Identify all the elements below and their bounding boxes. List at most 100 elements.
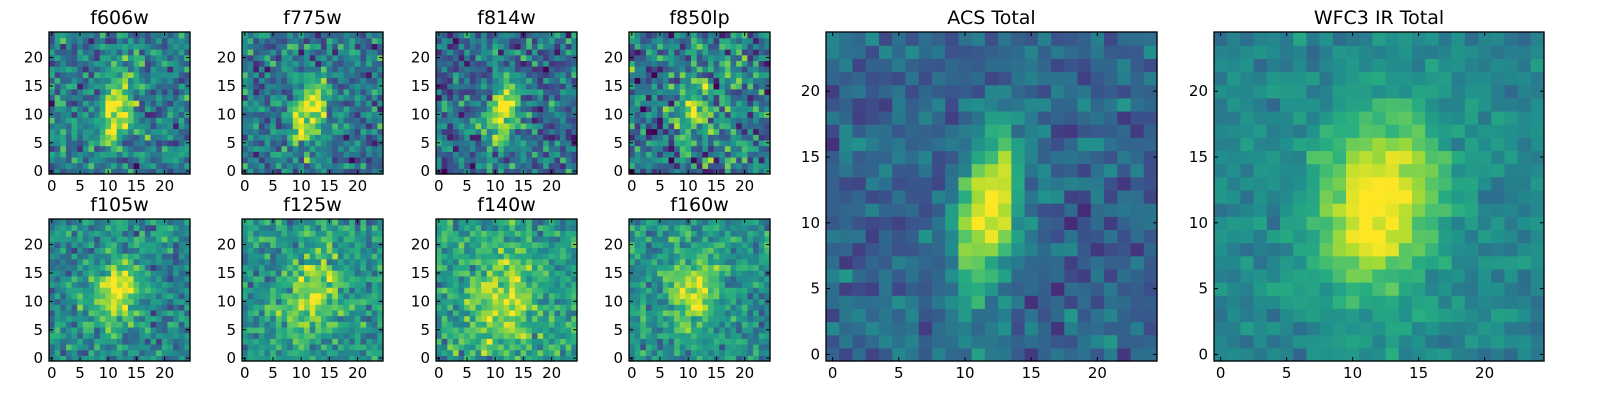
heatmap-cell: [702, 66, 709, 73]
heatmap-cell: [116, 326, 123, 334]
heatmap-cell: [629, 321, 636, 328]
heatmap-cell: [332, 230, 339, 237]
heatmap-cell: [184, 156, 191, 164]
heatmap-cell: [758, 145, 765, 152]
heatmap-cell: [645, 54, 653, 61]
heatmap-cell: [526, 71, 533, 79]
heatmap-cell: [309, 49, 316, 56]
heatmap-cell: [287, 49, 294, 56]
heatmap-cell: [447, 37, 454, 44]
heatmap-cell: [111, 298, 118, 305]
heatmap-cell: [326, 94, 333, 101]
heatmap-cell: [548, 60, 556, 67]
heatmap-cell: [242, 88, 249, 96]
heatmap-cell: [741, 156, 749, 164]
heatmap-cell: [668, 287, 675, 294]
heatmap-cell: [99, 321, 106, 328]
heatmap-cell: [77, 224, 84, 231]
heatmap-cell: [565, 77, 572, 84]
heatmap-cell: [629, 88, 636, 96]
heatmap-cell: [554, 71, 561, 79]
heatmap-cell: [758, 287, 765, 294]
heatmap-cell: [645, 37, 653, 44]
heatmap-cell: [139, 332, 146, 339]
heatmap-cell: [304, 88, 311, 96]
heatmap-cell: [337, 88, 345, 96]
heatmap-cell: [441, 224, 448, 231]
heatmap-cell: [514, 83, 522, 90]
heatmap-cell: [458, 219, 465, 226]
heatmap-cell: [264, 338, 271, 345]
heatmap-cell: [167, 122, 174, 130]
heatmap-cell: [270, 128, 277, 135]
heatmap-cell: [320, 162, 328, 169]
heatmap-cell: [94, 315, 101, 322]
heatmap-cell: [651, 168, 658, 175]
heatmap-cell: [167, 253, 174, 260]
heatmap-cell: [640, 32, 647, 39]
heatmap-cell: [99, 258, 106, 266]
heatmap-cell: [486, 343, 493, 351]
heatmap-cell: [144, 236, 152, 243]
heatmap-cell: [441, 128, 448, 135]
heatmap-cell: [377, 162, 384, 169]
heatmap-cell: [337, 83, 345, 90]
heatmap-cell: [184, 343, 191, 351]
heatmap-cell: [173, 224, 180, 231]
heatmap-cell: [287, 321, 294, 328]
heatmap-cell: [270, 139, 277, 147]
heatmap-cell: [486, 247, 493, 254]
heatmap-cell: [679, 71, 686, 79]
heatmap-cell: [184, 287, 191, 294]
heatmap-cell: [498, 151, 505, 158]
heatmap-cell: [441, 122, 448, 130]
heatmap-cell: [543, 32, 550, 39]
heatmap-cell: [486, 100, 493, 107]
heatmap-cell: [116, 275, 123, 283]
heatmap-cell: [60, 100, 67, 107]
heatmap-cell: [753, 66, 760, 73]
heatmap-cell: [486, 32, 493, 39]
heatmap-cell: [298, 117, 305, 124]
heatmap-cell: [173, 326, 180, 334]
heatmap-cell: [326, 236, 333, 243]
heatmap-cell: [94, 349, 101, 356]
heatmap-cell: [253, 37, 260, 44]
heatmap-cell: [77, 349, 84, 356]
heatmap-cell: [486, 264, 493, 271]
heatmap-cell: [377, 236, 384, 243]
heatmap-cell: [629, 60, 636, 67]
heatmap-cell: [674, 315, 681, 322]
heatmap-cell: [264, 105, 271, 113]
heatmap-cell: [640, 122, 647, 130]
heatmap-cell: [537, 111, 544, 118]
heatmap-cell: [94, 162, 101, 169]
heatmap-cell: [349, 230, 356, 237]
heatmap-cell: [696, 43, 703, 50]
heatmap-cell: [173, 134, 180, 141]
heatmap-cell: [526, 139, 533, 147]
heatmap-cell: [481, 54, 488, 61]
heatmap-cell: [71, 32, 78, 39]
heatmap-cell: [71, 349, 78, 356]
heatmap-cell: [287, 309, 294, 317]
heatmap-cell: [520, 43, 527, 50]
heatmap-cell: [116, 128, 123, 135]
heatmap-cell: [537, 60, 544, 67]
heatmap-cell: [178, 264, 185, 271]
heatmap-cell: [747, 88, 754, 96]
heatmap-cell: [724, 168, 732, 175]
heatmap-cell: [719, 287, 726, 294]
heatmap-cell: [60, 224, 67, 231]
heatmap-cell: [486, 111, 493, 118]
heatmap-cell: [127, 304, 135, 311]
x-tick-label: 10: [99, 364, 118, 382]
heatmap-cell: [54, 281, 61, 288]
heatmap-cell: [349, 281, 356, 288]
heatmap-cell: [548, 139, 556, 147]
heatmap-cell: [184, 88, 191, 96]
y-tick-label: 0: [226, 349, 236, 367]
heatmap-cell: [167, 71, 174, 79]
heatmap-cell: [167, 32, 174, 39]
heatmap-cell: [645, 43, 653, 50]
